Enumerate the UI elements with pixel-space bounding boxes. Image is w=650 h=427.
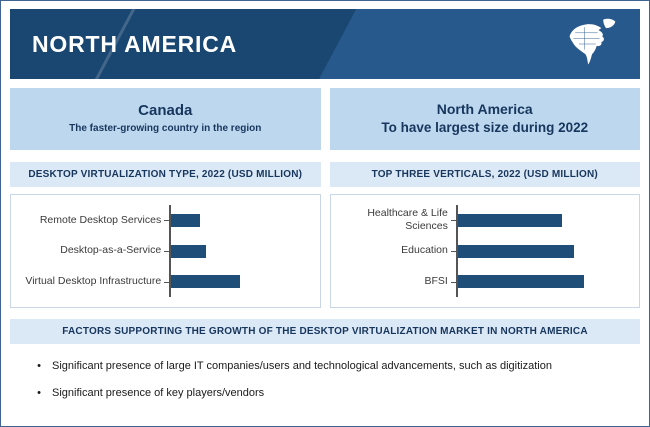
category-label: Desktop-as-a-Service xyxy=(60,244,162,257)
bar xyxy=(171,244,206,258)
highlight-title: North America xyxy=(436,100,533,117)
plot-area xyxy=(450,205,629,236)
category-label: BFSI xyxy=(424,275,448,288)
list-item: • Significant presence of key players/ve… xyxy=(26,386,624,400)
chart-row: Virtual Desktop Infrastructure xyxy=(11,266,310,298)
bar xyxy=(457,244,574,258)
factor-text: Significant presence of large IT compani… xyxy=(52,360,552,372)
chart-row: BFSI xyxy=(331,266,630,298)
chart-row: Education xyxy=(331,235,630,267)
factors-header: FACTORS SUPPORTING THE GROWTH OF THE DES… xyxy=(10,319,640,344)
bullet-icon: • xyxy=(37,360,41,372)
category-label: Remote Desktop Services xyxy=(39,213,162,226)
highlight-subtitle: The faster-growing country in the region xyxy=(69,123,262,135)
page-title: NORTH AMERICA xyxy=(32,30,238,57)
bar xyxy=(457,213,563,227)
bar xyxy=(171,213,200,227)
bar xyxy=(171,275,240,289)
list-item: • Significant presence of large IT compa… xyxy=(26,359,624,373)
top-three-verticals-chart: Healthcare & Life Sciences Education BFSI xyxy=(329,194,640,308)
bar xyxy=(457,275,585,289)
category-label: Virtual Desktop Infrastructure xyxy=(25,275,162,288)
factor-text: Significant presence of key players/vend… xyxy=(52,387,265,400)
plot-area xyxy=(450,266,629,298)
highlight-row: Canada The faster-growing country in the… xyxy=(10,88,640,150)
highlight-canada: Canada The faster-growing country in the… xyxy=(10,88,321,150)
bullet-icon: • xyxy=(37,387,41,400)
desktop-virtualization-type-chart: Remote Desktop Services Desktop-as-a-Serv… xyxy=(10,194,321,308)
chart-header-row: DESKTOP VIRTUALIZATION TYPE, 2022 (USD M… xyxy=(10,162,640,187)
plot-area xyxy=(164,235,309,267)
north-america-map-icon xyxy=(564,16,620,72)
left-chart-header: DESKTOP VIRTUALIZATION TYPE, 2022 (USD M… xyxy=(10,162,321,187)
factors-list: • Significant presence of large IT compa… xyxy=(10,359,640,401)
plot-area xyxy=(450,235,629,267)
category-label: Healthcare & Life Sciences xyxy=(367,207,448,233)
category-label: Education xyxy=(401,244,448,257)
charts-row: Remote Desktop Services Desktop-as-a-Serv… xyxy=(10,194,640,308)
chart-row: Desktop-as-a-Service xyxy=(11,235,310,267)
header-banner: NORTH AMERICA xyxy=(10,9,640,79)
highlight-title: Canada xyxy=(138,102,193,120)
chart-row: Remote Desktop Services xyxy=(11,205,310,236)
plot-area xyxy=(164,205,309,236)
highlight-north-america: North America To have largest size durin… xyxy=(329,88,640,150)
chart-row: Healthcare & Life Sciences xyxy=(331,205,630,236)
highlight-subtitle: To have largest size during 2022 xyxy=(381,120,589,136)
right-chart-header: TOP THREE VERTICALS, 2022 (USD MILLION) xyxy=(329,162,640,187)
plot-area xyxy=(164,266,309,298)
